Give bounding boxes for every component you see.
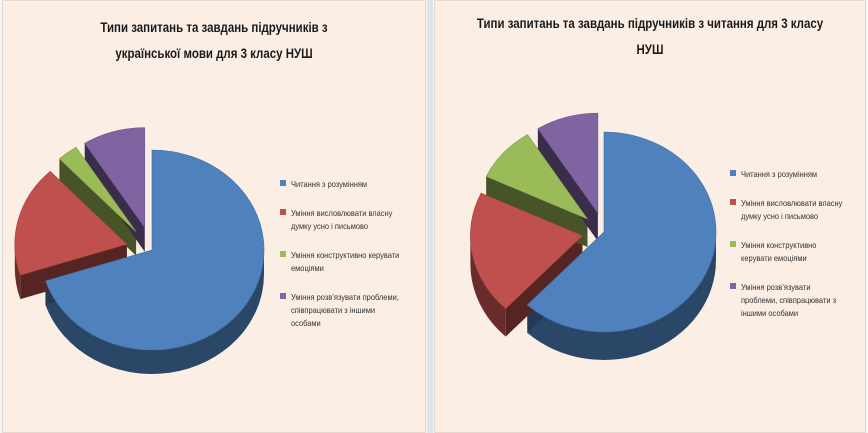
pie-slice-reading-side	[45, 250, 264, 374]
legend-swatch	[280, 293, 286, 299]
pie-slice-emotions	[58, 146, 137, 232]
legend-swatch	[730, 170, 736, 176]
legend-swatch	[280, 251, 286, 257]
pie-slice-opinion	[470, 192, 583, 309]
pie-slice-reading	[45, 149, 265, 351]
legend-item: Уміння розв’язувати проблеми, співпрацюв…	[280, 291, 420, 330]
legend-swatch	[280, 209, 286, 215]
chart-title: Типи запитань та завдань підручників з ч…	[476, 15, 824, 57]
legend-item: Уміння конструктивно керувати емоціями	[280, 249, 420, 275]
legend-label: Уміння висловлювати власну думку усно і …	[741, 198, 843, 221]
pie-slice-emotions	[485, 134, 589, 220]
pie-slice-opinion-side	[14, 244, 21, 300]
legend-item: Уміння висловлювати власну думку усно і …	[280, 207, 420, 233]
chart-title: Типи запитань та завдань підручників з у…	[100, 19, 328, 61]
pie-slice-opinion	[14, 170, 128, 276]
legend-label: Уміння конструктивно керувати емоціями	[741, 240, 817, 263]
legend-item: Уміння розв’язувати проблеми, співпрацюв…	[730, 281, 862, 320]
legend-swatch	[730, 199, 736, 205]
legend-label: Уміння висловлювати власну думку усно і …	[291, 208, 393, 231]
legend-item: Уміння конструктивно керувати емоціями	[730, 239, 862, 265]
legend: Читання з розумінням Уміння висловлювати…	[280, 178, 420, 346]
pie-slice-reading-side	[527, 232, 716, 360]
legend-label: Читання з розумінням	[291, 179, 368, 189]
pie-chart	[14, 127, 265, 374]
pie-slice-reading	[526, 131, 717, 333]
pie-slice-cooperation	[537, 112, 599, 215]
pie-slice-opinion-side	[470, 235, 506, 337]
legend-label: Читання з розумінням	[741, 169, 818, 179]
legend-swatch	[730, 241, 736, 247]
legend-swatch	[280, 180, 286, 186]
pie-slice-cooperation	[84, 127, 146, 229]
legend-label: Уміння розв’язувати проблеми, співпрацюв…	[741, 282, 837, 318]
legend-item: Уміння висловлювати власну думку усно і …	[730, 197, 862, 223]
pie-slice-opinion-wall	[505, 235, 583, 337]
legend-item: Читання з розумінням	[280, 178, 420, 191]
chart-panel-ukrainian: Типи запитань та завдань підручників з у…	[2, 0, 426, 433]
legend-label: Уміння конструктивно керувати емоціями	[291, 250, 400, 273]
legend-swatch	[730, 283, 736, 289]
panel-divider	[427, 0, 433, 433]
legend-label: Уміння розв’язувати проблеми, співпрацюв…	[291, 292, 399, 328]
pie-chart	[470, 112, 717, 360]
chart-panel-reading: Типи запитань та завдань підручників з ч…	[434, 0, 866, 433]
legend: Читання з розумінням Уміння висловлювати…	[730, 168, 862, 336]
pie-slice-emotions-wall	[59, 158, 137, 256]
legend-item: Читання з розумінням	[730, 168, 862, 181]
